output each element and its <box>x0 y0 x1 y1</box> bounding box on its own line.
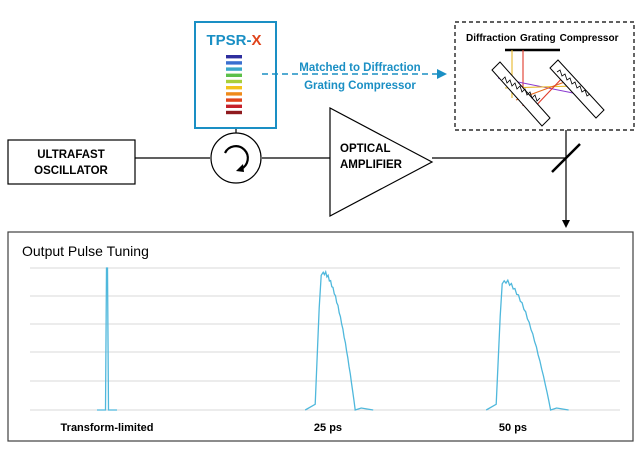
chart-gridlines <box>30 267 620 411</box>
oscillator-box: ULTRAFAST OSCILLATOR <box>7 139 136 185</box>
compressor-title: Diffraction Grating Compressor <box>466 33 619 44</box>
compressor-title-part1: Diffraction <box>466 33 516 44</box>
circulator-arrow-icon <box>224 145 249 172</box>
spectrum-bar <box>226 73 242 77</box>
spectrum-bar <box>226 55 242 59</box>
spectrum-bar <box>226 79 242 84</box>
compressor-title-part3: Compressor <box>560 33 619 44</box>
oscillator-label-line1: ULTRAFAST <box>37 149 105 161</box>
tick-label: Transform-limited <box>61 422 154 434</box>
pulse-trace <box>97 267 117 411</box>
spectrum-bar <box>226 98 242 102</box>
spectrum-bar <box>226 86 242 90</box>
pulse-trace <box>485 278 569 411</box>
chart-tick-labels: Transform-limited 25 ps 50 ps <box>61 422 528 434</box>
output-pulse-chart: Output Pulse Tuning Transform-limited 25 … <box>7 231 634 442</box>
annotation-line2: Grating Compressor <box>304 80 416 92</box>
annotation-line1: Matched to Diffraction <box>299 62 420 74</box>
tpsr-title-suffix: X <box>251 32 261 49</box>
tpsr-box: TPSR-X <box>194 21 277 129</box>
tick-label: 25 ps <box>314 422 342 434</box>
chart-pulses <box>97 267 569 411</box>
spectrum-bar <box>226 110 242 115</box>
tpsr-title-prefix: TPSR- <box>206 32 251 49</box>
spectrum-bar <box>226 92 242 96</box>
fold-mirror-icon <box>551 143 581 173</box>
compressor-box: Diffraction Grating Compressor <box>454 21 635 131</box>
spectrum-bar <box>226 104 242 108</box>
tpsr-spectrum-bars <box>226 55 242 115</box>
grating-right <box>549 59 605 119</box>
tick-label: 50 ps <box>499 422 527 434</box>
pulse-trace <box>304 269 374 411</box>
amplifier-triangle: OPTICAL AMPLIFIER <box>329 107 434 217</box>
amplifier-label-line2: AMPLIFIER <box>340 159 403 171</box>
oscillator-label-line2: OSCILLATOR <box>34 165 108 177</box>
spectrum-bar <box>226 67 242 71</box>
tpsr-title: TPSR-X <box>206 32 261 49</box>
compressor-title-part2: Grating <box>520 33 556 44</box>
circulator <box>210 132 262 184</box>
spectrum-bar <box>226 61 242 65</box>
amplifier-label-line1: OPTICAL <box>340 143 390 155</box>
chart-title: Output Pulse Tuning <box>22 243 149 259</box>
grating-left <box>491 61 551 127</box>
